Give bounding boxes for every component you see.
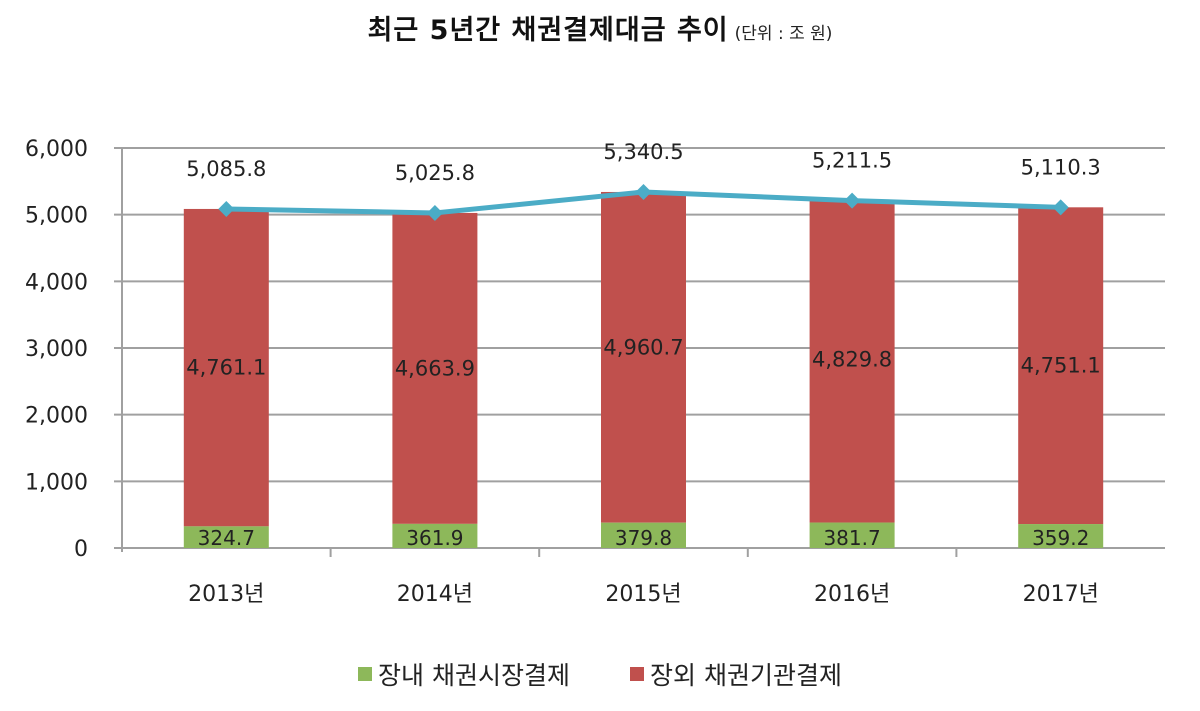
y-tick-label: 6,000 bbox=[25, 137, 88, 162]
legend-item-in-market: 장내 채권시장결제 bbox=[358, 656, 570, 692]
bar-label-in-market: 379.8 bbox=[615, 526, 672, 550]
bar-label-off-market: 4,829.8 bbox=[812, 348, 892, 372]
legend-item-off-market: 장외 채권기관결제 bbox=[630, 656, 842, 692]
y-tick-label: 0 bbox=[74, 537, 88, 562]
x-tick-label: 2014년 bbox=[397, 582, 473, 607]
chart-title: 최근 5년간 채권결제대금 추이 (단위 : 조 원) bbox=[0, 8, 1200, 47]
bar-label-in-market: 324.7 bbox=[198, 526, 255, 550]
total-label: 5,110.3 bbox=[1021, 155, 1101, 179]
bar-label-off-market: 4,663.9 bbox=[395, 356, 475, 380]
x-tick-label: 2016년 bbox=[814, 582, 890, 607]
chart-unit: (단위 : 조 원) bbox=[734, 24, 833, 44]
x-tick-label: 2017년 bbox=[1023, 582, 1099, 607]
y-tick-label: 2,000 bbox=[25, 404, 88, 429]
bar-off-market bbox=[601, 191, 686, 523]
bar-in-market bbox=[809, 522, 895, 548]
total-label: 5,085.8 bbox=[186, 157, 266, 181]
bar-in-market bbox=[601, 522, 686, 548]
total-marker-diamond bbox=[635, 183, 652, 200]
bar-label-off-market: 4,751.1 bbox=[1021, 354, 1101, 378]
legend-label: 장외 채권기관결제 bbox=[650, 661, 842, 690]
bar-label-in-market: 381.7 bbox=[823, 526, 880, 550]
y-tick-label: 4,000 bbox=[25, 270, 88, 295]
chart-title-main: 최근 5년간 채권결제대금 추이 bbox=[367, 15, 729, 46]
bar-in-market bbox=[392, 523, 478, 548]
total-marker-diamond bbox=[1052, 199, 1069, 216]
legend-swatch-green bbox=[358, 667, 373, 681]
bar-in-market bbox=[183, 526, 269, 548]
y-tick-label: 5,000 bbox=[25, 204, 88, 229]
bar-off-market bbox=[1018, 207, 1104, 525]
y-tick-label: 1,000 bbox=[25, 470, 88, 495]
x-tick-label: 2013년 bbox=[188, 582, 264, 607]
total-label: 5,025.8 bbox=[395, 161, 475, 185]
total-label: 5,211.5 bbox=[812, 149, 892, 173]
bar-label-in-market: 361.9 bbox=[406, 526, 463, 550]
bar-label-off-market: 4,761.1 bbox=[186, 356, 266, 380]
bar-label-off-market: 4,960.7 bbox=[603, 335, 683, 359]
legend: 장내 채권시장결제 장외 채권기관결제 bbox=[0, 656, 1200, 692]
bar-off-market bbox=[392, 212, 478, 524]
bar-off-market bbox=[809, 200, 895, 523]
total-marker-diamond bbox=[218, 200, 235, 217]
bar-off-market bbox=[183, 208, 269, 527]
total-marker-diamond bbox=[844, 192, 861, 209]
total-label: 5,340.5 bbox=[603, 140, 683, 164]
bar-in-market bbox=[1018, 524, 1104, 548]
y-tick-label: 3,000 bbox=[25, 337, 88, 362]
bar-label-in-market: 359.2 bbox=[1032, 526, 1089, 550]
total-marker-diamond bbox=[426, 204, 443, 221]
x-tick-label: 2015년 bbox=[605, 582, 681, 607]
legend-swatch-red bbox=[630, 667, 644, 681]
legend-label: 장내 채권시장결제 bbox=[378, 661, 570, 690]
